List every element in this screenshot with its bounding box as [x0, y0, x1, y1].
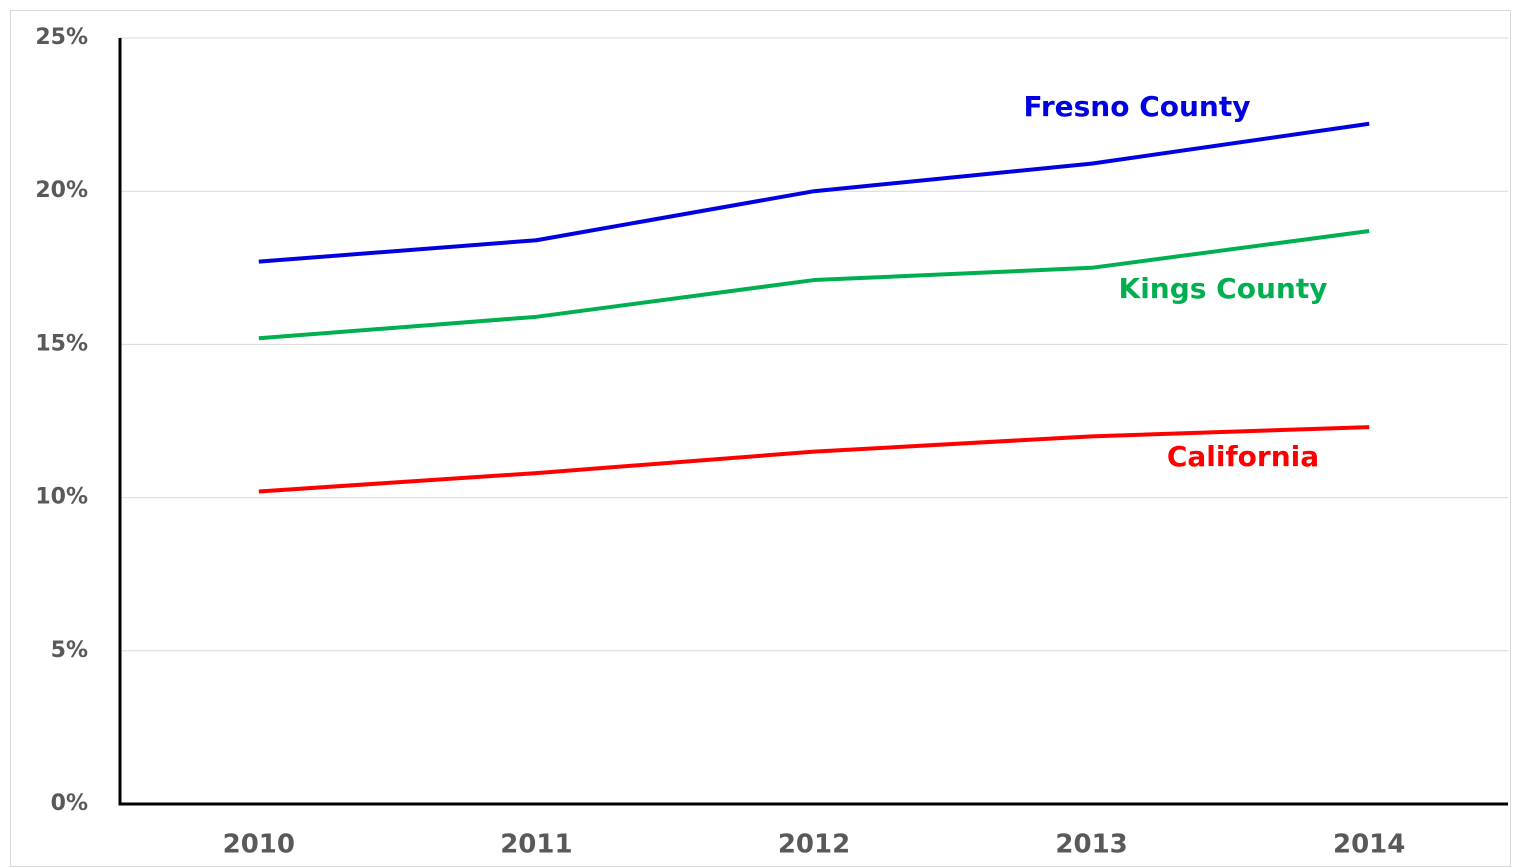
x-tick-label: 2013	[1055, 830, 1127, 860]
x-tick-label: 2014	[1333, 830, 1405, 860]
x-tick-label: 2011	[500, 830, 572, 860]
y-tick-label: 5%	[51, 638, 88, 663]
series-label: California	[1167, 440, 1319, 473]
y-tick-label: 25%	[35, 25, 88, 50]
series-line	[258, 425, 1370, 494]
y-tick-label: 15%	[35, 331, 88, 356]
y-tick-label: 10%	[35, 485, 88, 510]
series-label: Kings County	[1119, 272, 1328, 305]
y-tick-label: 0%	[51, 791, 88, 816]
x-tick-label: 2012	[778, 830, 850, 860]
x-tick-label: 2010	[223, 830, 295, 860]
series-label: Fresno County	[1023, 90, 1250, 123]
series-line	[258, 229, 1370, 341]
chart-border	[10, 10, 1511, 867]
y-tick-label: 20%	[35, 178, 88, 203]
series-line	[258, 121, 1370, 264]
